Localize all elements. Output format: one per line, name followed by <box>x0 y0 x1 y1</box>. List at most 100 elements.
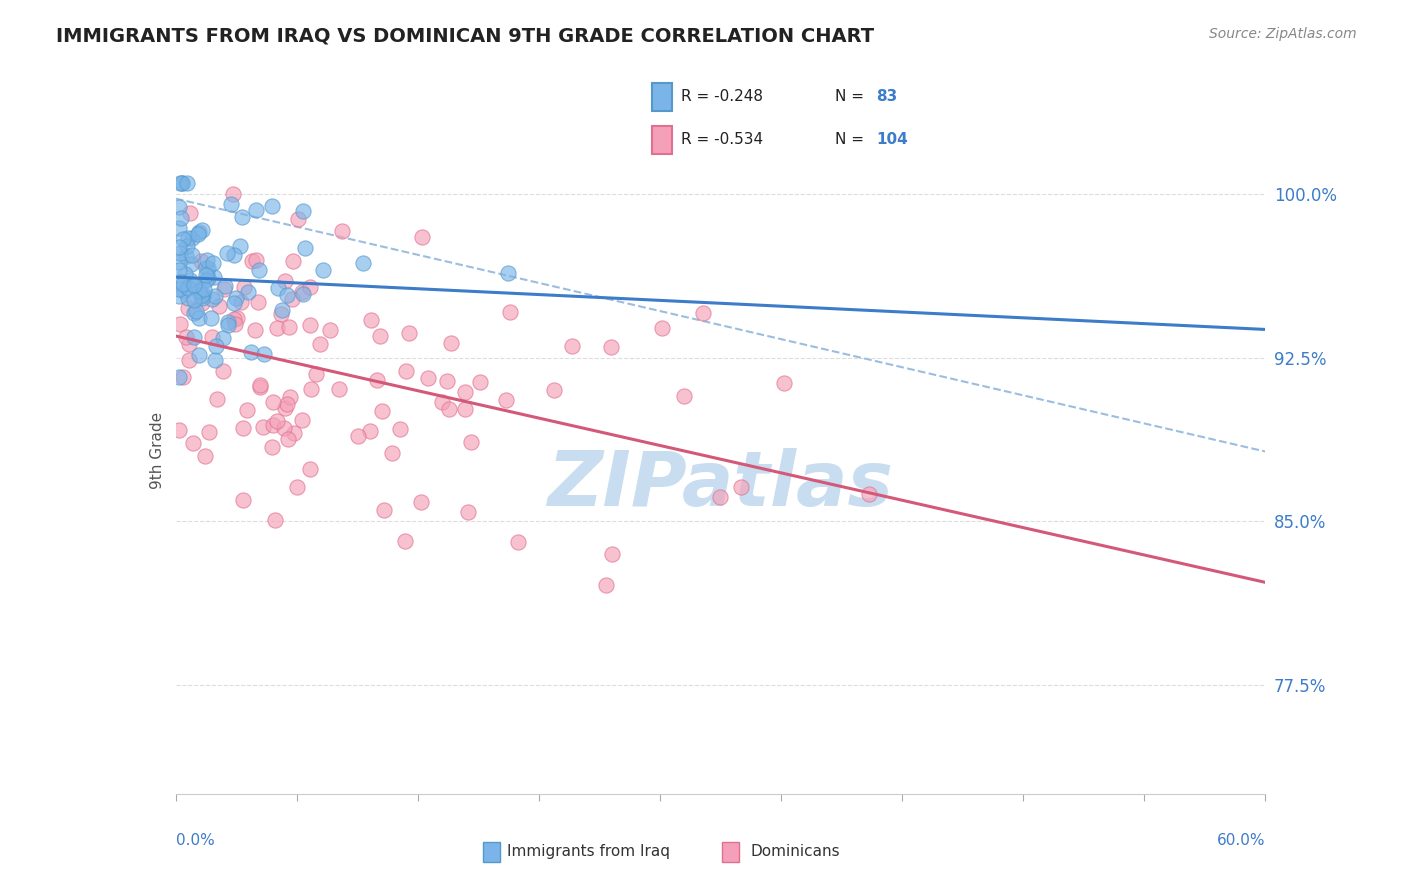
Point <box>174 330 197 344</box>
Point <box>359 424 381 438</box>
Point <box>169 177 191 191</box>
Point <box>394 534 416 549</box>
Point <box>454 384 477 399</box>
Point <box>214 282 236 296</box>
Point <box>858 486 880 500</box>
Point <box>416 371 439 385</box>
Point <box>183 277 205 292</box>
Point <box>499 304 522 318</box>
Point <box>224 296 246 310</box>
Point <box>232 421 254 435</box>
Point <box>233 279 256 293</box>
Point <box>217 318 239 333</box>
Point <box>294 241 316 255</box>
Point <box>672 389 695 403</box>
Point <box>291 204 314 219</box>
Point <box>214 279 236 293</box>
Point <box>170 177 193 191</box>
Point <box>212 363 235 377</box>
Point <box>309 336 332 351</box>
Point <box>229 239 252 253</box>
Point <box>319 323 342 337</box>
Point <box>224 318 246 332</box>
Point <box>270 307 292 321</box>
Point <box>169 370 191 384</box>
Point <box>183 278 205 293</box>
Point <box>202 270 225 285</box>
Point <box>169 282 191 296</box>
FancyBboxPatch shape <box>484 842 501 862</box>
Text: Dominicans: Dominicans <box>751 845 841 859</box>
Point <box>221 187 243 202</box>
Point <box>191 291 214 305</box>
Point <box>285 480 308 494</box>
Point <box>247 294 270 309</box>
Point <box>496 266 519 280</box>
FancyBboxPatch shape <box>723 842 740 862</box>
Point <box>208 299 231 313</box>
Point <box>191 295 214 310</box>
Point <box>457 505 479 519</box>
Point <box>277 320 299 334</box>
Point <box>360 312 382 326</box>
Point <box>381 446 404 460</box>
Point <box>328 382 350 396</box>
Point <box>299 382 322 396</box>
Point <box>291 285 314 300</box>
FancyBboxPatch shape <box>651 83 672 111</box>
Point <box>283 425 305 440</box>
Point <box>373 503 395 517</box>
Point <box>207 392 229 406</box>
Point <box>188 285 211 299</box>
Point <box>274 274 297 288</box>
Point <box>262 418 284 433</box>
Point <box>217 315 239 329</box>
Point <box>436 374 458 388</box>
Point <box>205 338 228 352</box>
Text: N =: N = <box>835 89 863 104</box>
Point <box>202 256 225 270</box>
Point <box>299 318 322 333</box>
Point <box>180 248 202 262</box>
Point <box>226 310 249 325</box>
Point <box>174 249 197 263</box>
Point <box>561 339 583 353</box>
Point <box>211 331 233 345</box>
Point <box>291 286 314 301</box>
Point <box>169 289 191 303</box>
Point <box>188 311 211 326</box>
Point <box>204 353 226 368</box>
Point <box>281 254 304 268</box>
Point <box>276 288 298 302</box>
Point <box>177 291 200 305</box>
Point <box>190 289 212 303</box>
Point <box>249 378 271 392</box>
Point <box>460 434 482 449</box>
Point <box>262 440 284 454</box>
Point <box>183 306 205 320</box>
Point <box>389 422 412 436</box>
Text: Immigrants from Iraq: Immigrants from Iraq <box>508 845 671 859</box>
Point <box>249 262 271 277</box>
Point <box>262 395 284 409</box>
Point <box>179 205 201 219</box>
Point <box>187 225 209 239</box>
Point <box>398 326 420 340</box>
Point <box>169 240 191 254</box>
Point <box>191 223 214 237</box>
Point <box>169 221 191 235</box>
Text: 60.0%: 60.0% <box>1218 833 1265 847</box>
Text: 83: 83 <box>876 89 897 104</box>
Text: Source: ZipAtlas.com: Source: ZipAtlas.com <box>1209 27 1357 41</box>
Point <box>238 285 260 299</box>
Point <box>773 376 796 391</box>
Point <box>395 364 418 378</box>
Point <box>169 317 191 331</box>
Point <box>468 375 491 389</box>
Point <box>440 335 463 350</box>
Point <box>176 239 198 253</box>
Point <box>181 231 204 245</box>
Point <box>172 277 194 291</box>
Point <box>368 328 391 343</box>
Point <box>224 312 246 326</box>
